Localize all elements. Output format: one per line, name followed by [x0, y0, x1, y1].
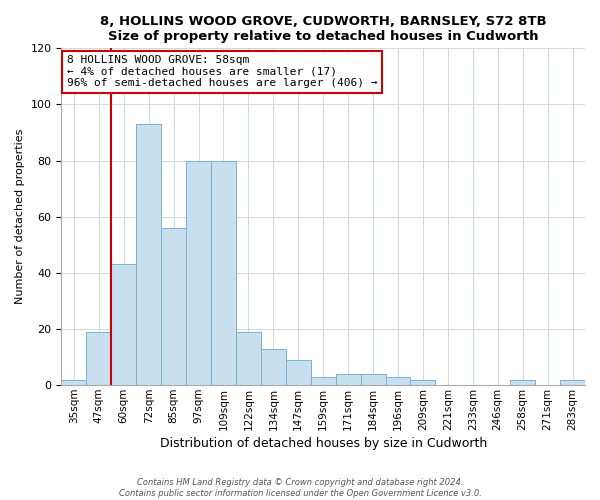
- Y-axis label: Number of detached properties: Number of detached properties: [15, 129, 25, 304]
- Bar: [361, 374, 386, 385]
- Bar: [410, 380, 436, 385]
- Bar: [136, 124, 161, 385]
- Bar: [335, 374, 361, 385]
- X-axis label: Distribution of detached houses by size in Cudworth: Distribution of detached houses by size …: [160, 437, 487, 450]
- Title: 8, HOLLINS WOOD GROVE, CUDWORTH, BARNSLEY, S72 8TB
Size of property relative to : 8, HOLLINS WOOD GROVE, CUDWORTH, BARNSLE…: [100, 15, 547, 43]
- Bar: [86, 332, 111, 385]
- Bar: [236, 332, 261, 385]
- Bar: [261, 348, 286, 385]
- Bar: [161, 228, 186, 385]
- Bar: [386, 376, 410, 385]
- Text: Contains HM Land Registry data © Crown copyright and database right 2024.
Contai: Contains HM Land Registry data © Crown c…: [119, 478, 481, 498]
- Bar: [186, 160, 211, 385]
- Bar: [311, 376, 335, 385]
- Bar: [560, 380, 585, 385]
- Bar: [111, 264, 136, 385]
- Bar: [211, 160, 236, 385]
- Bar: [61, 380, 86, 385]
- Text: 8 HOLLINS WOOD GROVE: 58sqm
← 4% of detached houses are smaller (17)
96% of semi: 8 HOLLINS WOOD GROVE: 58sqm ← 4% of deta…: [67, 55, 377, 88]
- Bar: [510, 380, 535, 385]
- Bar: [286, 360, 311, 385]
